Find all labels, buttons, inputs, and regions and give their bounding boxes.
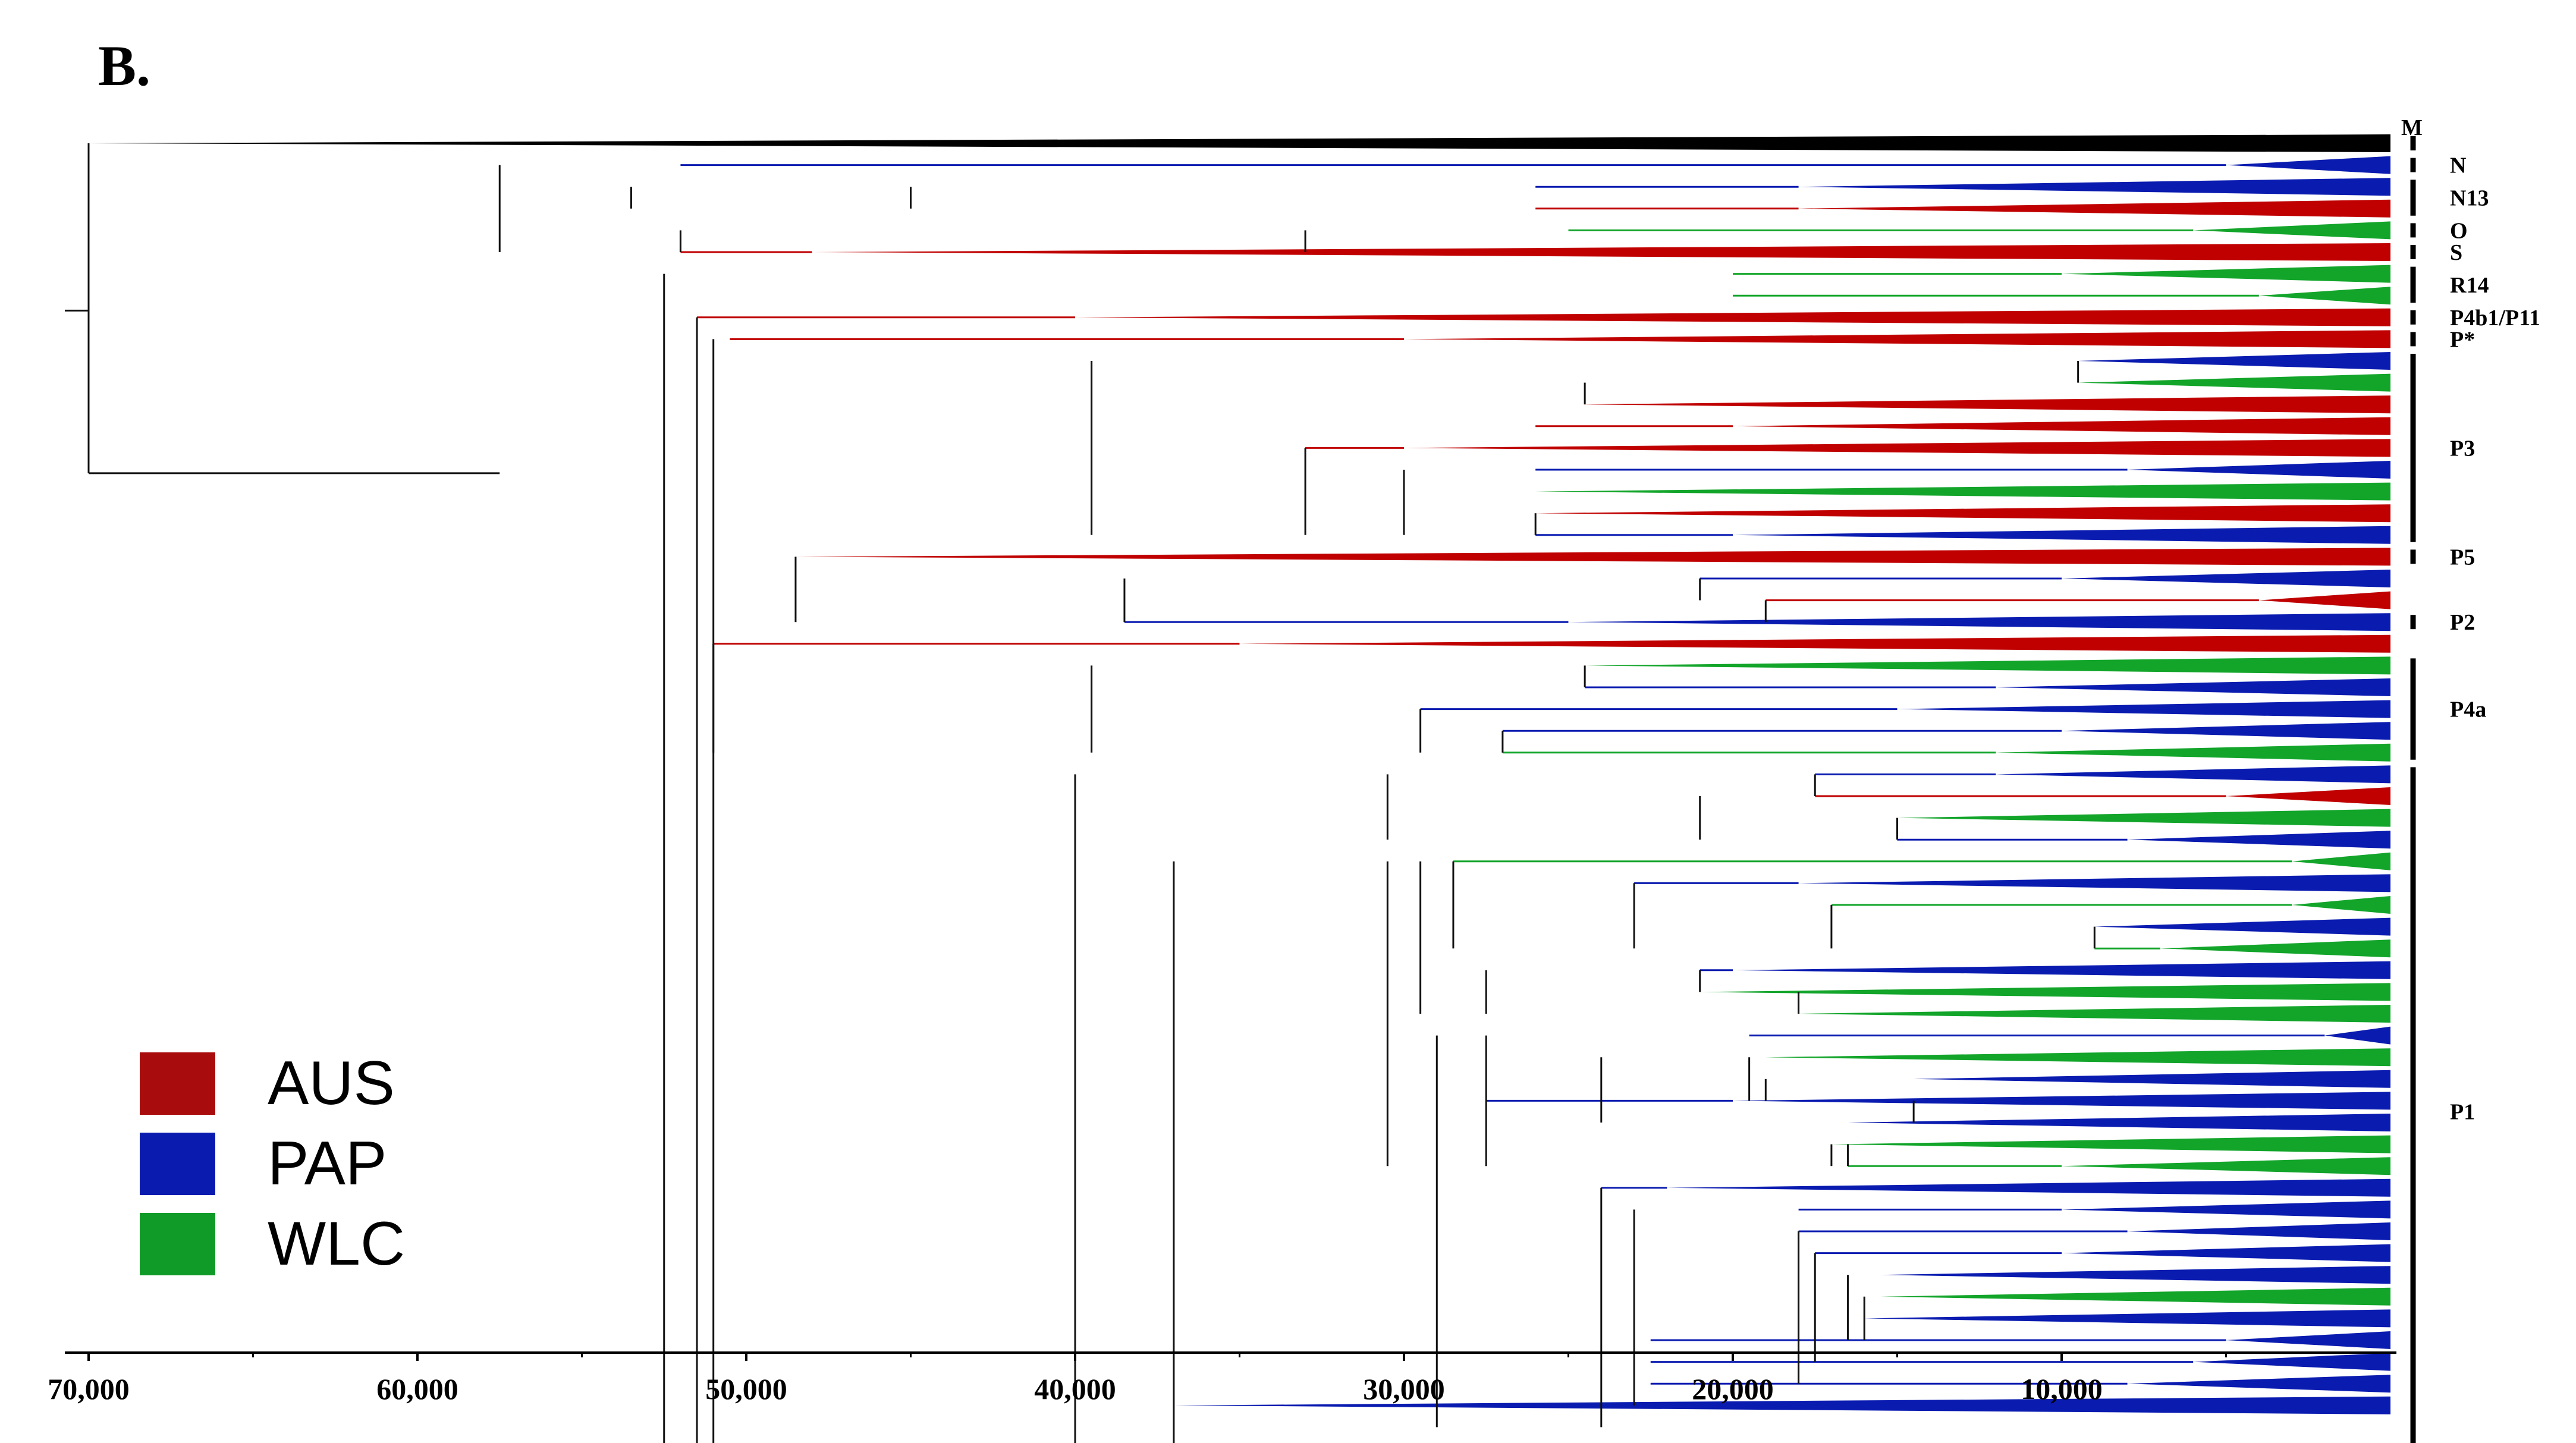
clade-label: O [2450, 218, 2468, 243]
panel-label: B. [98, 34, 151, 98]
clade-label: N13 [2450, 186, 2489, 211]
tip-triangle-aus [1404, 439, 2390, 457]
tip-triangle-pap [1667, 1178, 2390, 1197]
legend-swatch [140, 1213, 215, 1275]
tip-triangle-aus [812, 243, 2390, 261]
tip-triangle-aus [1798, 199, 2390, 218]
tip-triangle-pap [1798, 874, 2390, 892]
axis-tick-label: 30,000 [1363, 1372, 1445, 1406]
tip-triangle-pap [1996, 678, 2390, 696]
tip-triangle-pap [1897, 700, 2390, 718]
tip-triangle-wlc [2258, 287, 2390, 305]
tip-triangle-wlc [2193, 221, 2390, 240]
tip-triangle-aus [2258, 591, 2390, 609]
tip-triangle-wlc [1897, 809, 2390, 827]
axis-tick-label: 70,000 [48, 1372, 130, 1406]
tip-triangle-pap [2062, 570, 2390, 587]
tip-triangle-aus [1404, 330, 2390, 348]
legend-label: WLC [268, 1209, 406, 1278]
tip-triangle-wlc [1880, 1287, 2390, 1306]
tip-triangle-wlc [1996, 743, 2390, 762]
clade-label: P2 [2450, 610, 2475, 635]
tip-triangle-aus [795, 548, 2390, 566]
tip-triangle-wlc [1585, 656, 2390, 675]
tip-triangle-pap [1864, 1309, 2390, 1328]
tip-triangle-pap [2226, 156, 2390, 174]
tip-triangle-pap [1173, 1396, 2390, 1414]
tip-triangle-pap [2127, 831, 2390, 849]
tip-triangle-pap [2193, 1353, 2390, 1371]
tip-triangle-pap [1880, 1266, 2390, 1284]
tip-triangle-wlc [2292, 852, 2390, 870]
tip-triangle-wlc [1798, 1005, 2390, 1023]
tip-triangle-pap [2127, 1222, 2390, 1240]
tip-triangle-wlc [1831, 1135, 2390, 1153]
tip-triangle-wlc [1699, 983, 2390, 1001]
axis-tick-label: 10,000 [2021, 1372, 2103, 1406]
tip-triangle-aus [1733, 417, 2390, 435]
tip-triangle-wlc [2078, 373, 2390, 392]
clade-label: S [2450, 240, 2462, 265]
tip-triangle-pap [2127, 1375, 2390, 1393]
legend-item-aus: AUS [140, 1052, 556, 1118]
clade-label: P4a [2450, 697, 2486, 722]
tip-triangle-aus [2226, 787, 2390, 805]
tip-triangle-wlc [1535, 482, 2390, 501]
tip-triangle-wlc [2062, 1157, 2390, 1175]
legend-swatch [140, 1052, 215, 1115]
clade-label: P* [2450, 327, 2475, 352]
tip-triangle-pap [2062, 1244, 2390, 1262]
tip-triangle-aus [1239, 634, 2390, 653]
tip-triangle-pap [1996, 765, 2390, 784]
tip-triangle-wlc [2292, 896, 2390, 914]
tip-triangle-pap [1568, 613, 2390, 631]
tip-triangle-pap [2127, 461, 2390, 479]
clade-label: N [2450, 153, 2466, 178]
tip-triangle-pap [2094, 917, 2390, 936]
tip-triangle-wlc [2062, 265, 2390, 283]
tip-triangle-pap [2062, 1200, 2390, 1219]
tip-triangle-outgroup [89, 134, 2390, 152]
legend-item-pap: PAP [140, 1133, 556, 1198]
tip-triangle-pap [2226, 1331, 2390, 1349]
tip-triangle-pap [2078, 352, 2390, 370]
tip-triangle-pap [2062, 722, 2390, 740]
axis-tick-label: 20,000 [1692, 1372, 1774, 1406]
tip-triangle-pap [1848, 1114, 2390, 1131]
clade-label: P1 [2450, 1100, 2475, 1125]
collapsed-clade-triangles [89, 134, 2390, 1414]
tree-branches [65, 143, 2325, 1443]
legend-label: PAP [268, 1129, 387, 1198]
tip-triangle-pap [1798, 178, 2390, 196]
tip-triangle-pap [2324, 1026, 2390, 1045]
legend-label: AUS [268, 1049, 395, 1118]
tip-triangle-wlc [2160, 939, 2390, 958]
clade-label: M [2401, 115, 2423, 140]
clade-label: R14 [2450, 273, 2489, 298]
legend-item-wlc: WLC [140, 1213, 556, 1278]
axis-tick-label: 40,000 [1034, 1372, 1116, 1406]
axis-tick-label: 50,000 [705, 1372, 787, 1406]
tip-triangle-pap [1914, 1070, 2390, 1088]
clade-label: P5 [2450, 545, 2475, 570]
tip-triangle-aus [1535, 504, 2390, 523]
tip-triangle-wlc [1765, 1048, 2390, 1067]
tip-triangle-aus [1585, 395, 2390, 414]
tip-triangle-pap [1733, 1092, 2390, 1110]
clade-label: P4b1/P11 [2450, 306, 2540, 331]
tip-triangle-pap [1733, 961, 2390, 979]
axis-tick-label: 60,000 [376, 1372, 458, 1406]
tip-triangle-pap [1733, 526, 2390, 544]
legend-swatch [140, 1133, 215, 1195]
tip-triangle-aus [1075, 308, 2390, 326]
clade-label: P3 [2450, 436, 2475, 461]
time-axis: 70,000 60,000 50,000 40,000 30,000 20,000 10,0… [48, 1351, 2396, 1406]
